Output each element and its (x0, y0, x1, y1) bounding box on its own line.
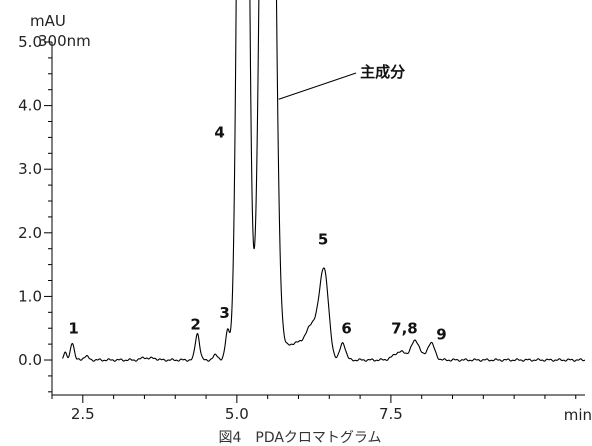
x-axis: 2.5 5.0 7.5 (51, 394, 585, 423)
x-tick-label: 5.0 (225, 405, 249, 423)
chromatogram-trace (61, 0, 586, 362)
y-tick-label: 1.0 (18, 287, 42, 305)
y-tick-group: 0.0 1.0 2.0 3.0 4.0 5.0 (18, 33, 52, 393)
y-tick-label: 3.0 (18, 160, 42, 178)
peak-label-8: 9 (436, 326, 446, 344)
x-tick-label: 7.5 (379, 405, 403, 423)
peak-label-4: 4 (214, 123, 224, 141)
main-component-label: 主成分 (360, 63, 405, 81)
peak-label-1: 1 (68, 319, 78, 337)
figure-caption: 図4 PDAクロマトグラム (218, 430, 381, 446)
y-tick-label: 5.0 (18, 33, 42, 51)
main-component-annotation: 主成分 (278, 63, 405, 100)
wavelength-label: 300nm (38, 32, 91, 50)
peak-label-2: 2 (190, 315, 200, 333)
peak-label-7: 7,8 (391, 319, 418, 337)
x-tick-label: 2.5 (71, 405, 95, 423)
x-axis-unit-label: min (564, 406, 592, 424)
peak-label-6: 6 (341, 319, 351, 337)
peak-labels: 1 2 3 4 5 6 7,8 9 (68, 123, 446, 343)
y-tick-label: 4.0 (18, 97, 42, 115)
peak-label-3: 3 (219, 304, 229, 322)
y-axis: 0.0 1.0 2.0 3.0 4.0 5.0 (18, 33, 53, 395)
x-tick-group: 2.5 5.0 7.5 (51, 395, 577, 423)
annotation-leader-line (278, 72, 357, 100)
peak-label-5: 5 (318, 230, 328, 248)
y-tick-label: 2.0 (18, 224, 42, 242)
y-tick-label: 0.0 (18, 351, 42, 369)
y-axis-unit-label: mAU (30, 12, 66, 30)
